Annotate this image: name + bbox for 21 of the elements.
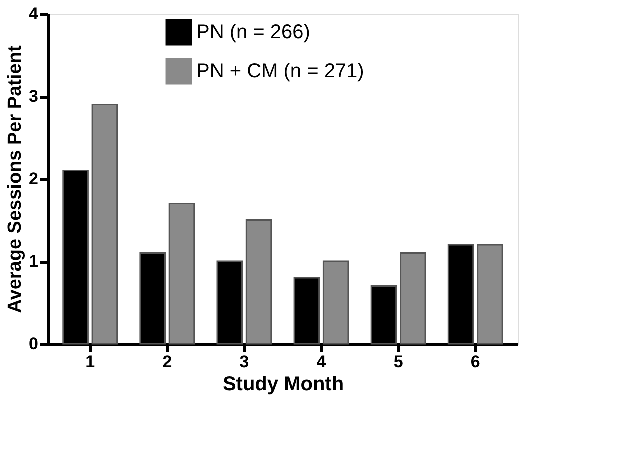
y-tick-label: 4	[29, 4, 40, 24]
x-tick-label: 4	[316, 352, 327, 372]
x-tick-label: 3	[240, 352, 250, 372]
y-tick-label: 2	[29, 170, 38, 188]
y-tick-label: 1	[29, 252, 38, 271]
legend-label: PN + CM (n = 271)	[196, 60, 364, 82]
bar	[322, 260, 350, 345]
legend-label: PN (n = 266)	[196, 22, 310, 44]
x-tick-label: 1	[86, 352, 96, 372]
bar	[477, 244, 504, 345]
x-tick-label: 2	[162, 352, 172, 372]
x-axis-title: Study Month	[222, 374, 344, 396]
x-tick-label: 5	[394, 352, 404, 372]
bar	[92, 104, 118, 345]
x-tick-label: 6	[470, 352, 480, 372]
bar	[246, 220, 272, 345]
bar	[168, 203, 196, 345]
y-axis-title: Average Sessions Per Patient	[5, 45, 26, 314]
bar	[400, 252, 426, 345]
y-tick-label: 3	[29, 87, 38, 106]
y-tick-label: 0	[29, 334, 38, 354]
